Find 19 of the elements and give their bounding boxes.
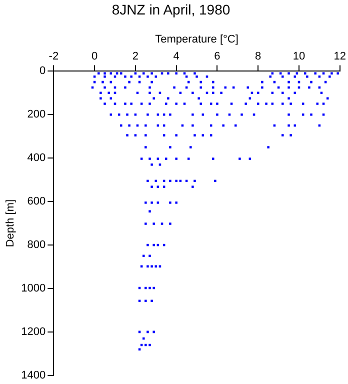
x-tick-label: 2 [132, 50, 139, 63]
x-tick-label: 0 [91, 50, 98, 63]
x-tick-label: 8 [255, 50, 262, 63]
x-tick-label: 12 [334, 50, 346, 63]
x-tick-label: 4 [173, 50, 180, 63]
y-axis-title: Depth [m] [4, 199, 17, 248]
y-tick-label: 600 [27, 196, 46, 208]
y-tick-label: 1200 [21, 326, 46, 338]
y-tick-label: 0 [40, 65, 46, 78]
x-tick-label: -2 [48, 50, 59, 63]
y-tick-label: 200 [27, 108, 46, 121]
y-tick-label: 800 [27, 239, 46, 252]
y-tick-label: 1400 [21, 369, 46, 382]
y-tick-label: 1000 [21, 282, 46, 295]
y-tick-label: 400 [27, 152, 46, 164]
x-axis-title: Temperature [°C] [155, 33, 238, 46]
x-tick-label: 6 [214, 50, 220, 63]
chart-title: 8JNZ in April, 1980 [112, 1, 230, 18]
x-tick-label: 10 [292, 50, 306, 63]
